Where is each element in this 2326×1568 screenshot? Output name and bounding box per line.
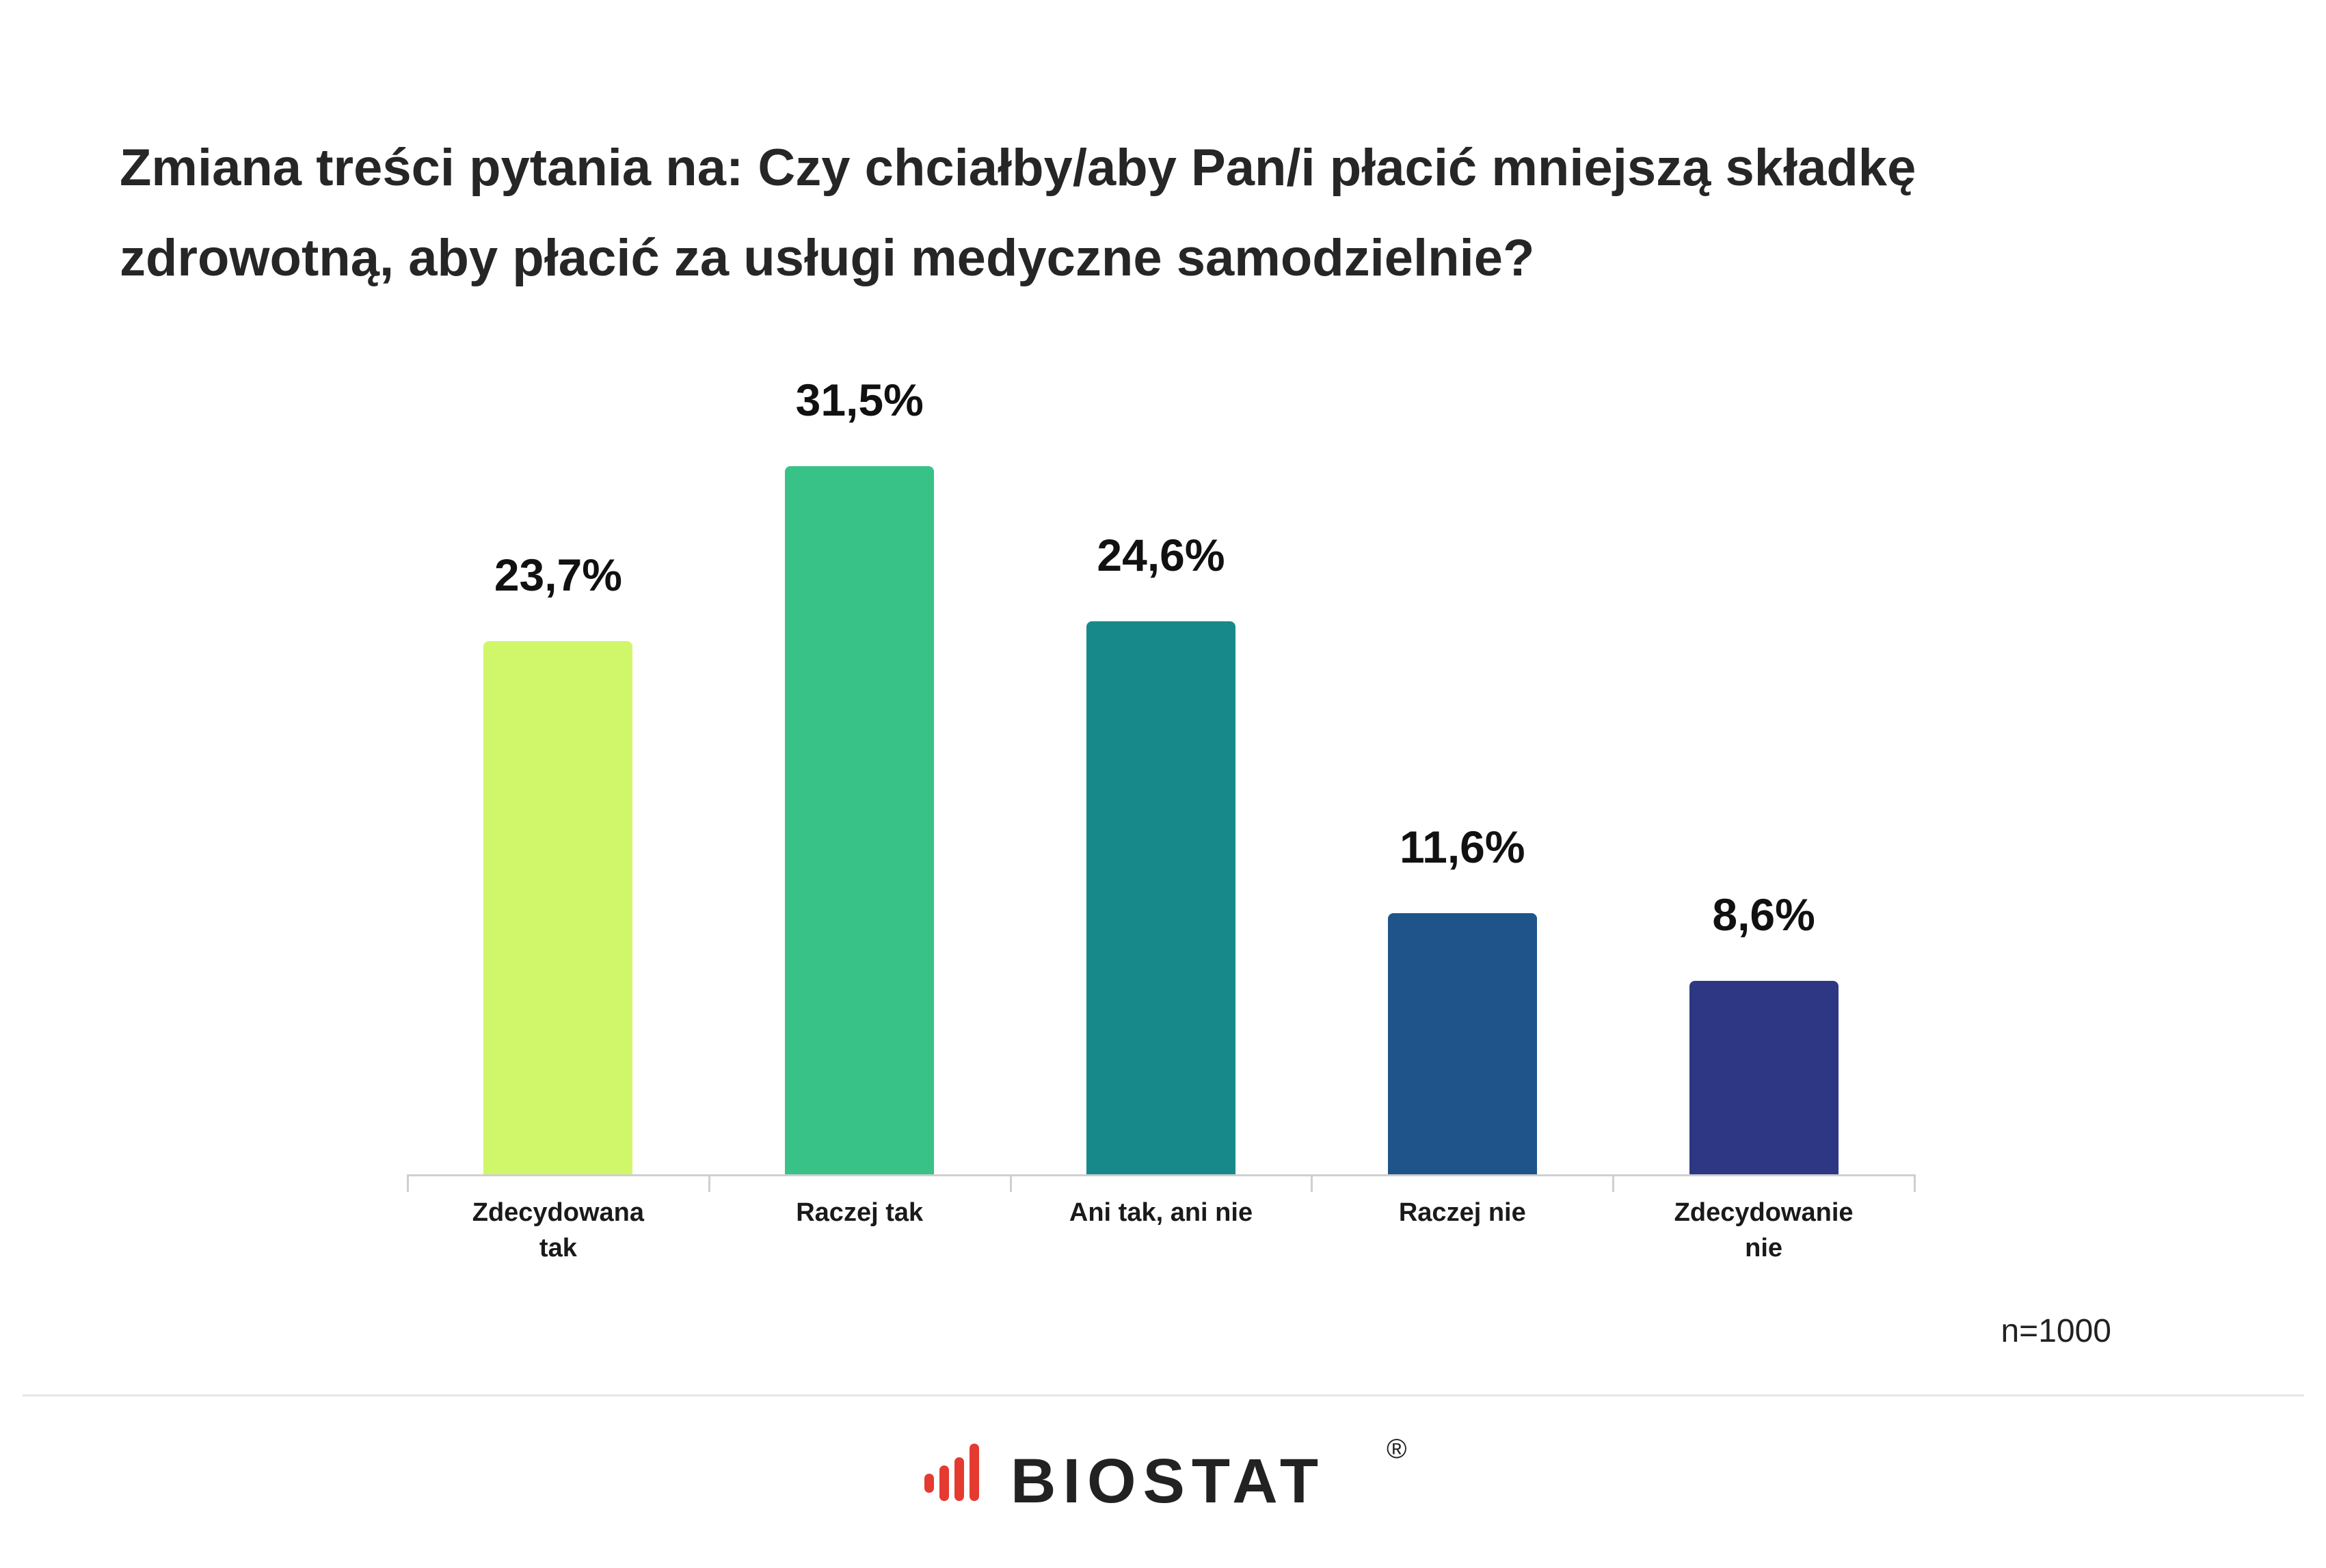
bar bbox=[1086, 621, 1235, 1174]
x-tick-label: Raczej nie bbox=[1398, 1198, 1526, 1227]
value-label: 8,6% bbox=[1712, 889, 1815, 941]
category-divider bbox=[1311, 1174, 1313, 1192]
x-tick-label: Zdecydowanie nie bbox=[1674, 1198, 1854, 1262]
logo-text: BIOSTAT bbox=[1011, 1446, 1326, 1516]
sample-note: n=1000 bbox=[2001, 1313, 2111, 1349]
logo-registered: ® bbox=[1387, 1434, 1407, 1464]
x-axis bbox=[407, 1174, 1914, 1176]
category-divider bbox=[1009, 1174, 1012, 1192]
chart-title: Zmiana treści pytania na: Czy chciałby/a… bbox=[120, 139, 1916, 287]
separator bbox=[23, 1394, 2304, 1396]
value-label: 31,5% bbox=[795, 374, 924, 425]
bar bbox=[785, 465, 935, 1174]
category-divider bbox=[708, 1174, 710, 1192]
value-label: 23,7% bbox=[494, 550, 622, 601]
logo-icon bbox=[924, 1444, 979, 1501]
x-tick-label: Ani tak, ani nie bbox=[1069, 1198, 1253, 1227]
category-divider bbox=[1914, 1174, 1916, 1192]
bar bbox=[1387, 913, 1537, 1174]
category-divider bbox=[407, 1174, 409, 1192]
x-tick-label: Zdecydowana tak bbox=[472, 1198, 645, 1262]
category-divider bbox=[1612, 1174, 1615, 1192]
bar bbox=[483, 641, 633, 1174]
bar bbox=[1689, 981, 1839, 1174]
value-label: 11,6% bbox=[1400, 822, 1525, 873]
value-label: 24,6% bbox=[1097, 529, 1225, 580]
x-tick-label: Raczej tak bbox=[796, 1198, 924, 1227]
